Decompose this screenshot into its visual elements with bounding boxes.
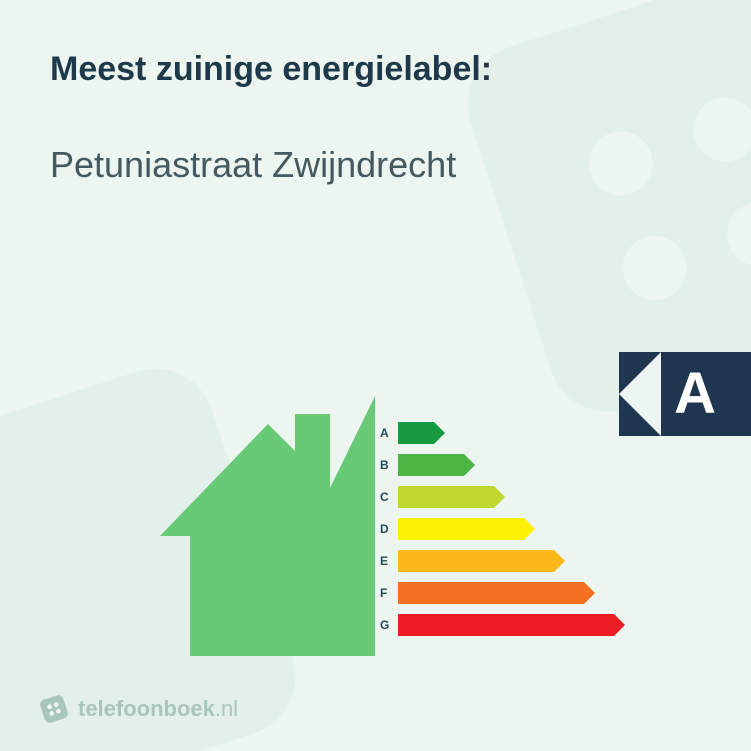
energy-bar-row: B xyxy=(380,450,640,480)
energy-label-card: Meest zuinige energielabel: Petuniastraa… xyxy=(0,0,751,751)
bar-letter: B xyxy=(380,458,398,472)
house-icon xyxy=(160,396,375,656)
bar-letter: C xyxy=(380,490,398,504)
rating-badge: A xyxy=(619,352,751,436)
bar-body xyxy=(398,614,614,636)
badge-arrow-icon xyxy=(619,352,661,436)
bar-shape xyxy=(398,422,434,444)
energy-bar-row: D xyxy=(380,514,640,544)
bar-shape xyxy=(398,486,494,508)
footer: telefoonboek.nl xyxy=(40,695,238,723)
energy-bar-row: A xyxy=(380,418,640,448)
page-title: Meest zuinige energielabel: xyxy=(50,50,701,89)
brand-name: telefoonboek.nl xyxy=(78,696,238,722)
rating-letter: A xyxy=(674,365,716,423)
brand-tld: .nl xyxy=(215,696,238,721)
bar-body xyxy=(398,550,554,572)
bar-body xyxy=(398,454,464,476)
brand-text: telefoonboek xyxy=(78,696,215,721)
bar-shape xyxy=(398,550,554,572)
energy-bars: A B C D E F G xyxy=(380,418,640,642)
bar-letter: F xyxy=(380,586,398,600)
bar-shape xyxy=(398,582,584,604)
bar-body xyxy=(398,422,434,444)
energy-label-graphic: A B C D E F G xyxy=(160,396,590,656)
bar-shape xyxy=(398,614,614,636)
energy-bar-row: F xyxy=(380,578,640,608)
bar-shape xyxy=(398,518,524,540)
brand-icon xyxy=(40,695,68,723)
address-subtitle: Petuniastraat Zwijndrecht xyxy=(50,144,701,186)
bar-shape xyxy=(398,454,464,476)
bar-letter: G xyxy=(380,618,398,632)
bar-body xyxy=(398,518,524,540)
energy-bar-row: G xyxy=(380,610,640,640)
bar-letter: A xyxy=(380,426,398,440)
energy-bar-row: E xyxy=(380,546,640,576)
energy-bar-row: C xyxy=(380,482,640,512)
bar-letter: E xyxy=(380,554,398,568)
bar-body xyxy=(398,486,494,508)
bar-body xyxy=(398,582,584,604)
bar-letter: D xyxy=(380,522,398,536)
